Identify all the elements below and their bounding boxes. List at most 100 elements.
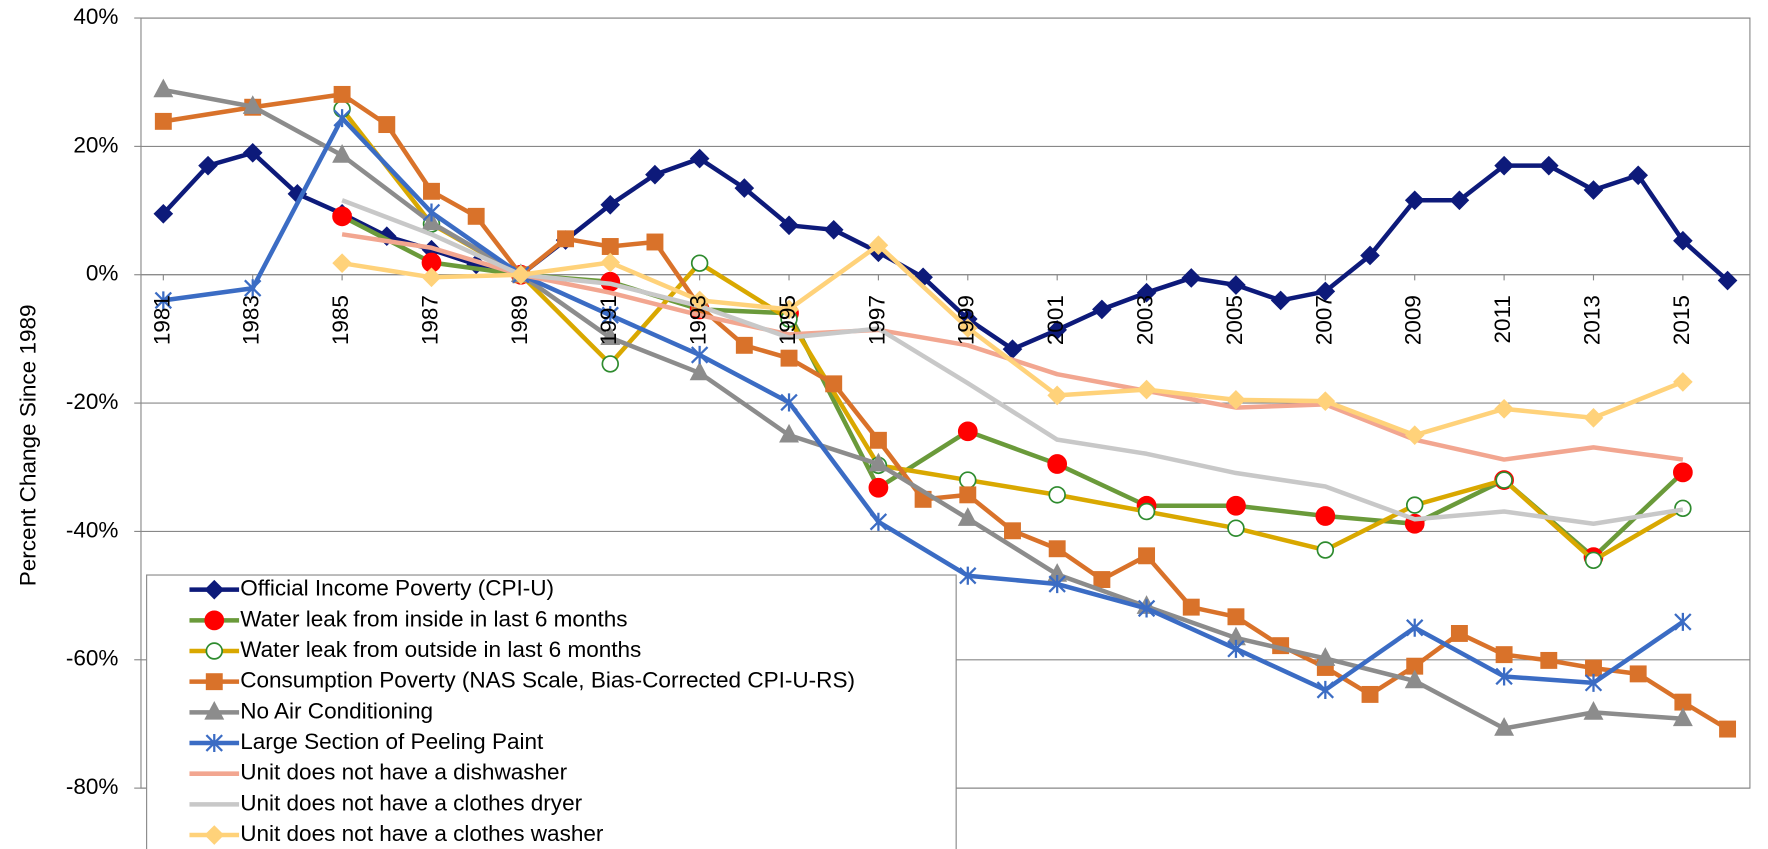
marker [869,512,888,531]
marker [421,267,442,288]
marker [1449,190,1470,211]
marker [1136,282,1157,303]
series-line [162,92,1729,732]
marker [1673,230,1693,251]
marker [1629,665,1647,683]
marker [1672,707,1693,727]
marker [1093,571,1111,589]
x-tick-label: 2005 [1222,295,1247,345]
marker [957,318,978,338]
x-tick-label: 2007 [1311,295,1336,345]
marker [1137,599,1156,618]
marker [242,95,263,114]
marker [1004,522,1021,540]
marker [601,306,619,325]
marker [1227,639,1245,658]
legend-label: Water leak from inside in last 6 months [240,606,627,631]
x-tick-label: 2013 [1579,295,1604,345]
series-line [162,87,1684,731]
x-tick-label: 2015 [1669,295,1694,345]
marker [557,230,575,248]
series-line [341,198,1684,526]
marker [1137,502,1156,521]
marker [332,144,353,163]
marker [1315,647,1336,666]
x-tick-label: 1993 [686,295,711,345]
marker [1226,495,1246,516]
marker [689,361,710,381]
marker [1316,680,1335,699]
marker [601,238,619,255]
y-tick-label: -20% [66,389,119,414]
marker [868,235,889,256]
series-line [340,107,1685,563]
marker [1674,612,1692,631]
marker [959,471,977,489]
marker [333,109,351,128]
marker [734,178,755,198]
marker [244,279,262,298]
marker [1315,281,1336,302]
marker [154,291,173,310]
marker [1136,379,1157,400]
y-tick-label: 0% [86,261,119,286]
marker [600,252,621,273]
marker [1138,547,1156,565]
marker [467,207,485,225]
x-tick-label: 2001 [1043,295,1068,345]
marker [1226,390,1246,410]
legend-marker [204,579,225,600]
marker [1583,701,1604,720]
marker [332,253,352,273]
marker [1047,320,1067,340]
y-tick-label: -80% [66,774,119,799]
marker [690,345,709,364]
marker [1538,155,1559,176]
legend-marker [204,701,225,720]
series-line [341,214,1685,560]
marker [1047,385,1067,406]
marker [1584,551,1603,570]
legend-marker [205,642,224,660]
marker [1628,165,1648,186]
marker [1092,299,1112,320]
marker [601,355,619,373]
marker [511,264,531,285]
y-axis-label: Percent Change Since 1989 [15,304,40,586]
legend-label: Unit does not have a clothes washer [240,821,604,846]
marker [153,78,174,98]
marker [422,203,441,222]
marker [957,507,978,526]
y-tick-label: 20% [73,132,118,157]
marker [242,142,263,163]
x-tick-label: 1987 [417,295,442,345]
marker [779,215,799,236]
marker [1584,673,1603,692]
marker [1494,717,1515,736]
marker [1227,608,1245,626]
marker [1404,669,1425,689]
x-tick-label: 1999 [954,295,979,345]
marker [1494,399,1514,419]
marker [868,477,889,498]
legend-box [146,574,957,849]
marker [957,421,978,442]
y-tick-label: -60% [66,646,119,671]
legend-label: Large Section of Peeling Paint [240,729,544,754]
marker [600,326,621,345]
marker [1181,268,1202,288]
marker [735,336,753,354]
legend-label: Official Income Poverty (CPI-U) [240,576,554,601]
marker [1540,651,1558,669]
legend-label: Consumption Poverty (NAS Scale, Bias-Cor… [240,668,855,693]
legend: Official Income Poverty (CPI-U) Water lea… [146,574,957,849]
marker [153,203,174,224]
marker [1404,190,1425,211]
marker [1406,618,1424,637]
x-tick-label: 1981 [149,295,174,345]
legend-label: Unit does not have a clothes dryer [240,790,582,815]
legend-marker [205,673,223,691]
marker [645,164,665,185]
x-tick-label: 1995 [775,295,800,345]
